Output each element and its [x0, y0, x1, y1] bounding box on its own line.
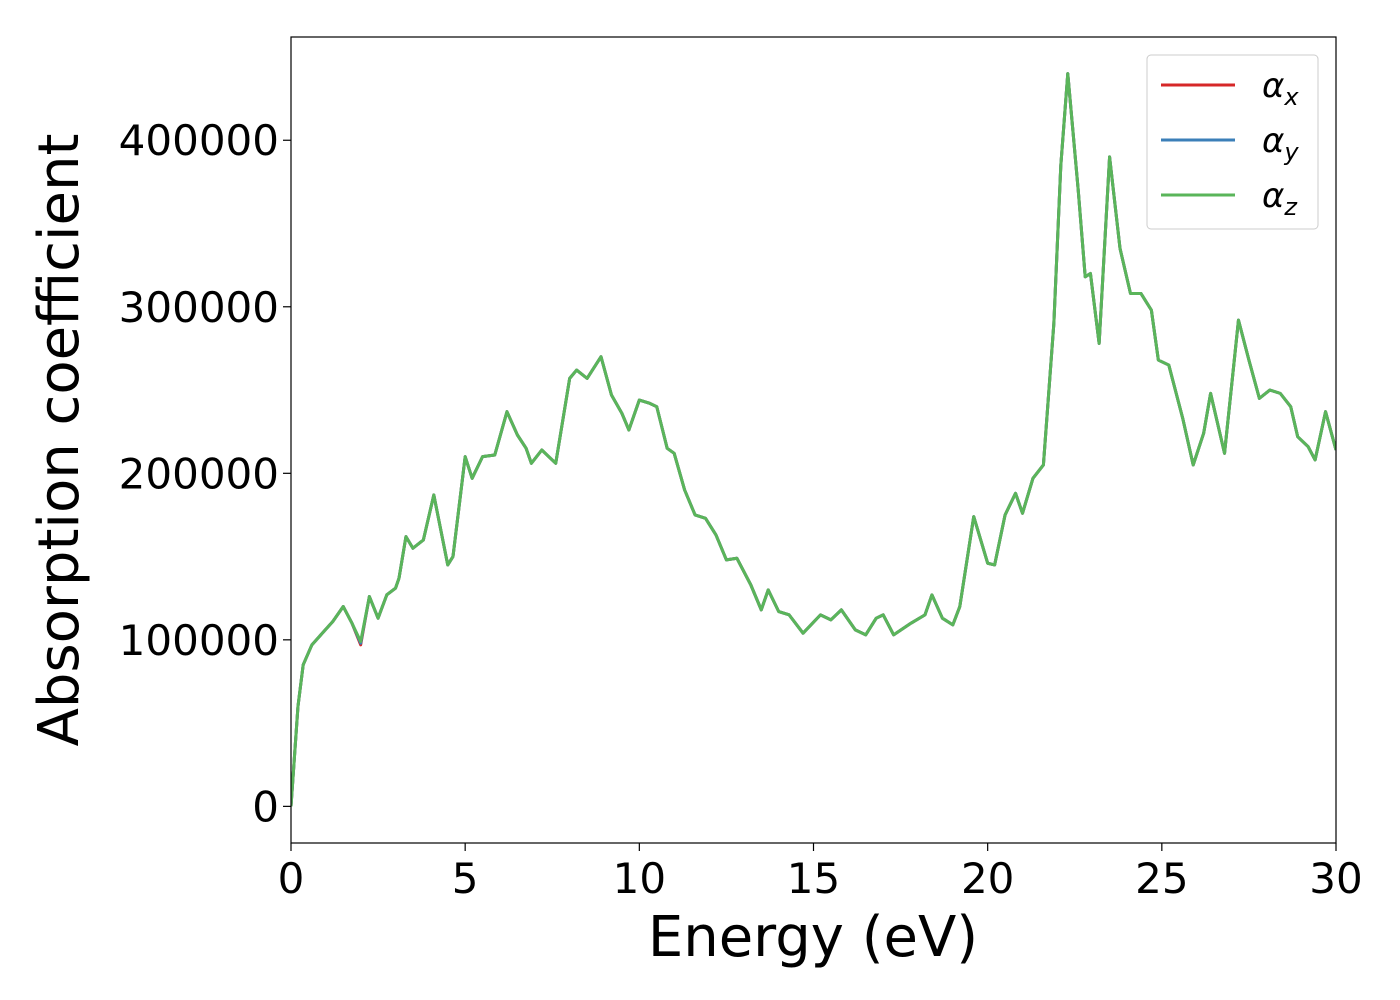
legend-box — [1146, 54, 1319, 230]
x-tick-label: 5 — [452, 854, 479, 903]
legend-label: αy — [1262, 121, 1299, 166]
x-tick-label: 20 — [961, 854, 1014, 903]
y-tick-label: 200000 — [119, 449, 279, 498]
y-tick-label: 300000 — [119, 283, 279, 332]
y-axis-label: Absorption coefficient — [27, 134, 92, 747]
legend-label: αz — [1262, 176, 1298, 221]
x-axis-label: Energy (eV) — [648, 905, 978, 970]
plot-lines — [291, 72, 1336, 807]
y-tick-label: 400000 — [119, 116, 279, 165]
y-tick-label: 0 — [252, 782, 279, 831]
x-tick-label: 25 — [1135, 854, 1188, 903]
legend-label: αx — [1262, 66, 1299, 111]
x-tick-label: 10 — [613, 854, 666, 903]
data-line — [291, 72, 1336, 807]
x-tick-label: 0 — [278, 854, 305, 903]
y-tick-label: 100000 — [119, 616, 279, 665]
x-tick-label: 30 — [1309, 854, 1362, 903]
x-tick-label: 15 — [787, 854, 840, 903]
